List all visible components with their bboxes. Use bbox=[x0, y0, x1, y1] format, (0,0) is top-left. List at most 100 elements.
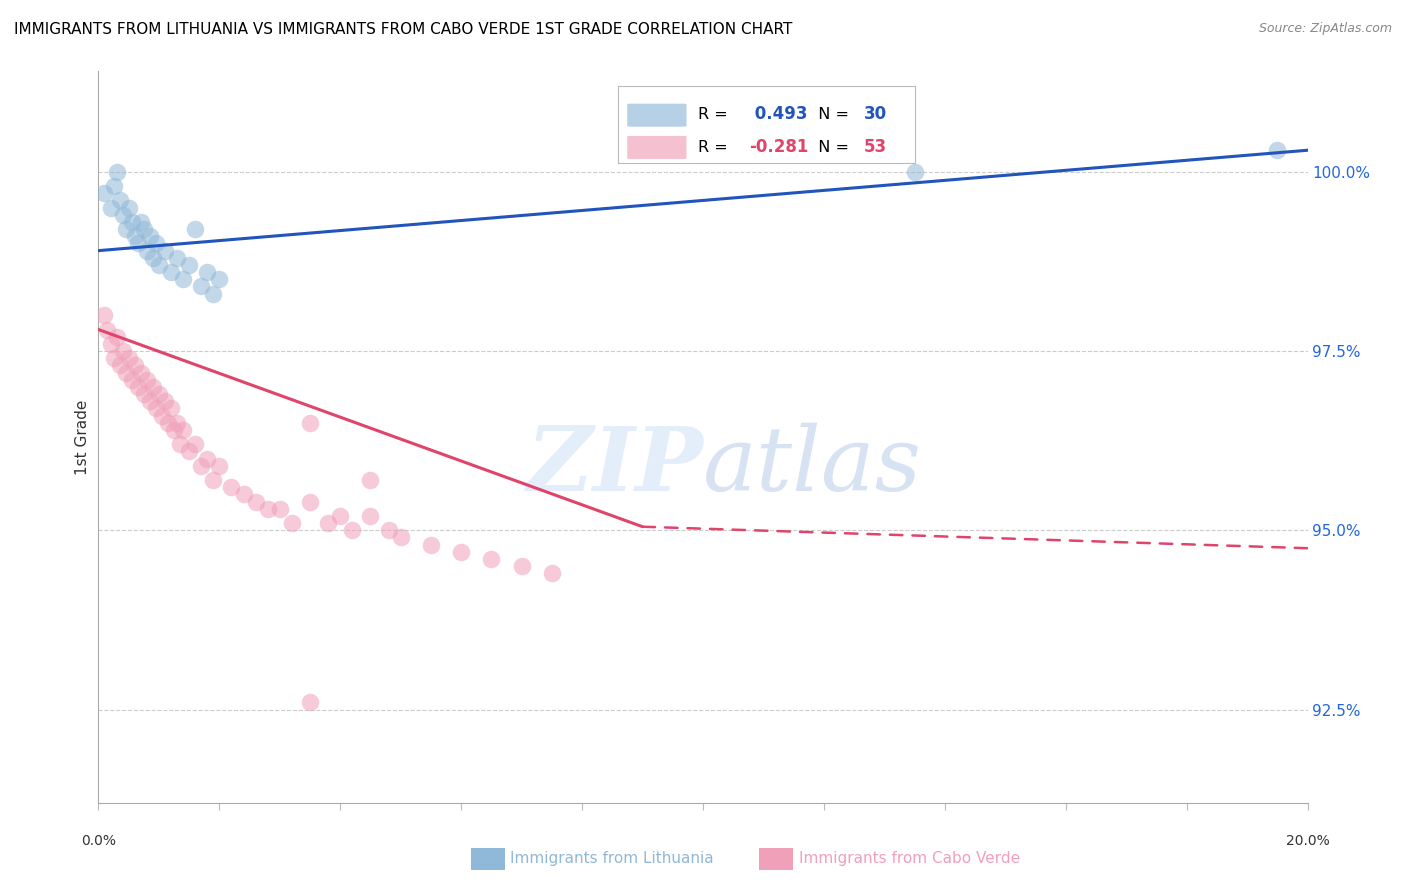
Point bbox=[540, 566, 562, 581]
Point bbox=[190, 458, 212, 473]
Point bbox=[166, 416, 188, 430]
Point bbox=[153, 394, 176, 409]
Point bbox=[184, 437, 207, 451]
Point bbox=[127, 236, 149, 251]
Point bbox=[121, 373, 143, 387]
Point bbox=[160, 265, 183, 279]
Point bbox=[100, 336, 122, 351]
FancyBboxPatch shape bbox=[627, 103, 686, 127]
Point bbox=[142, 251, 165, 265]
Point bbox=[510, 559, 533, 574]
Point bbox=[135, 244, 157, 258]
Text: Immigrants from Lithuania: Immigrants from Lithuania bbox=[510, 852, 714, 866]
Point bbox=[316, 516, 339, 530]
Point bbox=[179, 258, 201, 272]
Point bbox=[342, 524, 364, 538]
Point bbox=[208, 458, 231, 473]
Point bbox=[124, 229, 146, 244]
Text: 0.493: 0.493 bbox=[749, 105, 807, 123]
Point bbox=[150, 409, 173, 423]
Point bbox=[156, 416, 179, 430]
Text: N =: N = bbox=[808, 140, 853, 155]
Point bbox=[299, 494, 322, 508]
Text: 53: 53 bbox=[865, 138, 887, 156]
Point bbox=[179, 444, 201, 458]
Text: IMMIGRANTS FROM LITHUANIA VS IMMIGRANTS FROM CABO VERDE 1ST GRADE CORRELATION CH: IMMIGRANTS FROM LITHUANIA VS IMMIGRANTS … bbox=[14, 22, 793, 37]
Point bbox=[132, 222, 155, 236]
Point bbox=[108, 194, 131, 208]
Point bbox=[269, 501, 291, 516]
Point bbox=[281, 516, 304, 530]
Point bbox=[100, 201, 122, 215]
Point bbox=[420, 538, 443, 552]
Point bbox=[202, 286, 225, 301]
Point bbox=[124, 359, 146, 373]
Point bbox=[208, 272, 231, 286]
Point bbox=[1267, 143, 1289, 157]
Point bbox=[127, 380, 149, 394]
Text: 20.0%: 20.0% bbox=[1285, 834, 1330, 848]
Point bbox=[153, 244, 176, 258]
Text: R =: R = bbox=[699, 107, 733, 122]
Point bbox=[172, 272, 194, 286]
Point bbox=[221, 480, 243, 494]
Point bbox=[190, 279, 212, 293]
Point bbox=[360, 508, 382, 523]
Point bbox=[377, 524, 399, 538]
Point bbox=[160, 401, 183, 416]
Point bbox=[93, 308, 115, 322]
Point bbox=[96, 322, 118, 336]
Point bbox=[129, 215, 152, 229]
Point bbox=[360, 473, 382, 487]
Point bbox=[389, 531, 412, 545]
Point bbox=[481, 552, 503, 566]
Point bbox=[195, 265, 218, 279]
Text: N =: N = bbox=[808, 107, 853, 122]
Point bbox=[129, 366, 152, 380]
Point bbox=[148, 387, 170, 401]
Point bbox=[245, 494, 267, 508]
Point bbox=[118, 351, 141, 366]
Point bbox=[118, 201, 141, 215]
Point bbox=[103, 179, 125, 194]
Point bbox=[232, 487, 254, 501]
Point bbox=[145, 401, 167, 416]
Point bbox=[904, 165, 927, 179]
Point bbox=[105, 329, 128, 343]
Point bbox=[93, 186, 115, 201]
Point bbox=[166, 251, 188, 265]
Point bbox=[139, 394, 162, 409]
Point bbox=[169, 437, 191, 451]
Point bbox=[299, 695, 322, 709]
Point bbox=[195, 451, 218, 466]
Point bbox=[450, 545, 472, 559]
Text: Source: ZipAtlas.com: Source: ZipAtlas.com bbox=[1258, 22, 1392, 36]
Point bbox=[145, 236, 167, 251]
Text: Immigrants from Cabo Verde: Immigrants from Cabo Verde bbox=[799, 852, 1019, 866]
Point bbox=[121, 215, 143, 229]
Text: R =: R = bbox=[699, 140, 733, 155]
Text: 0.0%: 0.0% bbox=[82, 834, 115, 848]
Point bbox=[163, 423, 186, 437]
Point bbox=[148, 258, 170, 272]
Point bbox=[103, 351, 125, 366]
Point bbox=[111, 344, 134, 359]
Text: 30: 30 bbox=[865, 105, 887, 123]
Point bbox=[299, 416, 322, 430]
Point bbox=[184, 222, 207, 236]
Text: atlas: atlas bbox=[703, 423, 922, 509]
Y-axis label: 1st Grade: 1st Grade bbox=[75, 400, 90, 475]
Text: -0.281: -0.281 bbox=[749, 138, 808, 156]
Point bbox=[256, 501, 278, 516]
Point bbox=[139, 229, 162, 244]
FancyBboxPatch shape bbox=[627, 136, 686, 159]
Point bbox=[108, 359, 131, 373]
Point bbox=[111, 208, 134, 222]
Point bbox=[114, 222, 136, 236]
Point bbox=[135, 373, 157, 387]
Point bbox=[172, 423, 194, 437]
Point bbox=[105, 165, 128, 179]
Point bbox=[142, 380, 165, 394]
Point bbox=[202, 473, 225, 487]
Point bbox=[132, 387, 155, 401]
